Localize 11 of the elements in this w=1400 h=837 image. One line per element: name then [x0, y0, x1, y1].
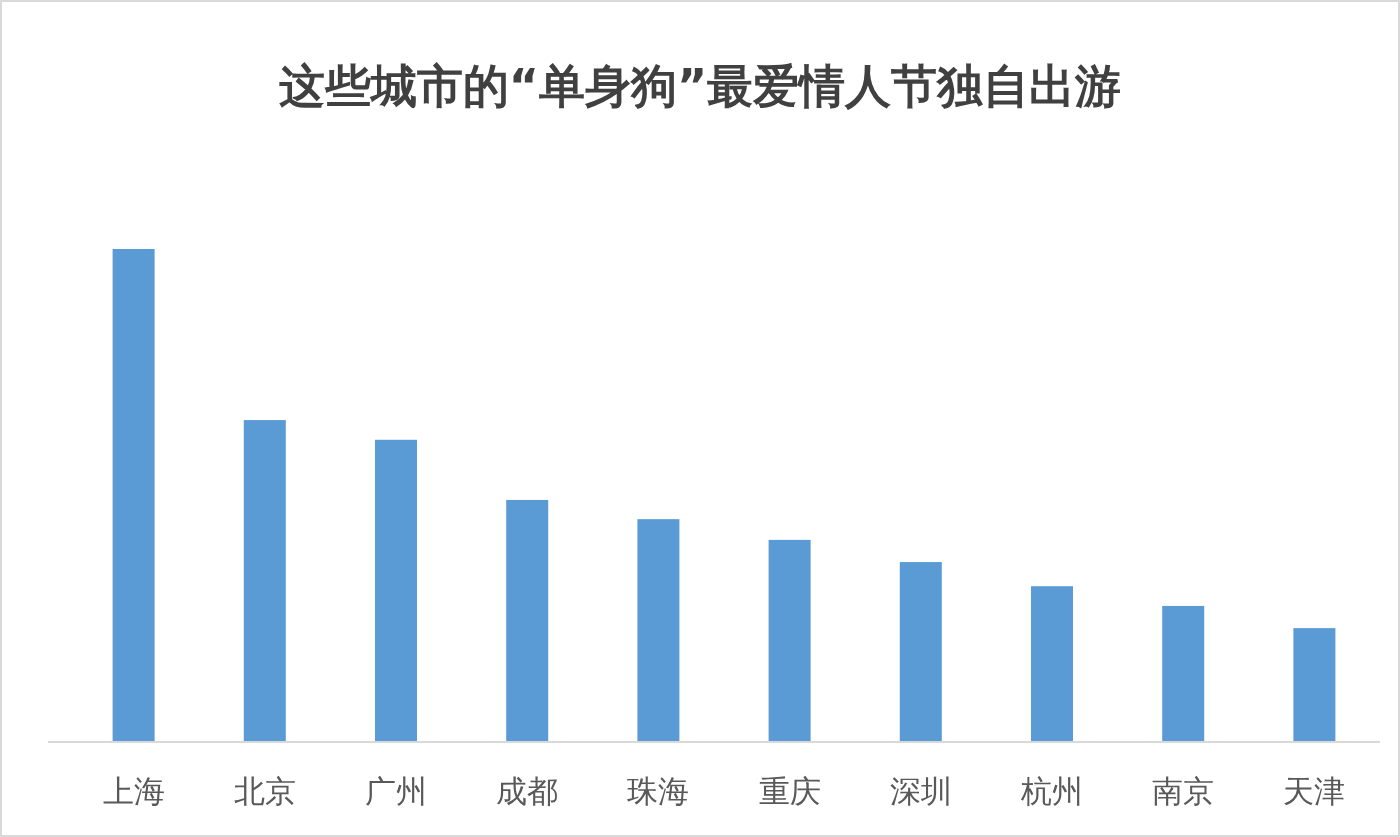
x-tick-label: 杭州 — [1020, 773, 1083, 809]
x-tick-label: 南京 — [1152, 773, 1215, 809]
x-tick-label: 深圳 — [889, 773, 952, 809]
x-tick-label: 重庆 — [758, 773, 821, 809]
x-tick-label: 广州 — [365, 773, 427, 809]
chart-title: 这些城市的“单身狗”最爱情人节独自出游 — [278, 59, 1122, 113]
x-tick-label: 天津 — [1283, 773, 1346, 809]
x-tick-label: 成都 — [496, 773, 559, 809]
x-tick-label: 珠海 — [627, 773, 690, 809]
x-tick-label: 北京 — [233, 773, 296, 809]
x-tick-label: 上海 — [102, 773, 165, 809]
